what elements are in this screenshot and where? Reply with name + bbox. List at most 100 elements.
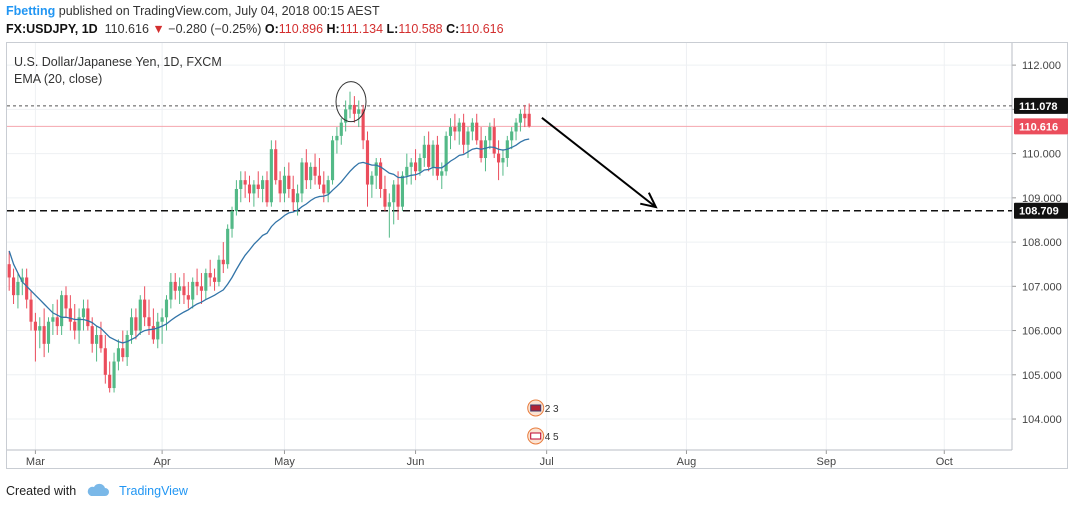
low-label: L: bbox=[386, 22, 399, 36]
candle-body bbox=[313, 166, 317, 176]
candle-body bbox=[20, 277, 24, 282]
ema-line bbox=[8, 138, 530, 344]
candle-body bbox=[357, 109, 361, 114]
candle-body bbox=[46, 321, 51, 344]
projection-arrow bbox=[541, 116, 657, 208]
resistance-price-badge-bg bbox=[1014, 97, 1068, 114]
y-tick-label: 105.000 bbox=[1022, 370, 1062, 382]
candle-body bbox=[330, 140, 335, 181]
candle-body bbox=[33, 321, 37, 331]
event-badge-label: 4 5 bbox=[545, 432, 559, 443]
candle-body bbox=[261, 180, 265, 189]
low-value: 110.588 bbox=[398, 22, 443, 36]
open-value: 110.896 bbox=[278, 22, 324, 36]
y-tick-label: 110.000 bbox=[1022, 149, 1061, 161]
candle-body bbox=[518, 113, 522, 123]
candle-body bbox=[121, 348, 125, 358]
author-link[interactable]: Fbetting bbox=[6, 4, 56, 18]
cloud-icon bbox=[86, 483, 110, 500]
candle-body bbox=[418, 158, 422, 172]
candle-body bbox=[322, 184, 326, 194]
candle-body bbox=[143, 299, 147, 318]
candle-body bbox=[348, 104, 352, 110]
candle-body bbox=[383, 188, 387, 207]
candle-body bbox=[501, 158, 505, 163]
x-tick-label: May bbox=[274, 456, 295, 468]
publish-info: published on TradingView.com, July 04, 2… bbox=[58, 4, 380, 18]
candle-body bbox=[134, 317, 138, 331]
candle-body bbox=[379, 162, 383, 189]
candle-body bbox=[387, 202, 391, 207]
candle-body bbox=[208, 273, 212, 278]
candle-body bbox=[405, 166, 409, 176]
candle-body bbox=[178, 286, 182, 291]
candle-body bbox=[16, 281, 20, 296]
resistance-price-badge: 111.078 bbox=[1019, 101, 1058, 113]
candle-body bbox=[81, 308, 86, 318]
x-tick-label: Sep bbox=[817, 456, 837, 468]
candle-body bbox=[427, 144, 431, 167]
y-tick-label: 112.000 bbox=[1022, 60, 1061, 72]
y-tick-label: 104.000 bbox=[1022, 414, 1062, 426]
candle-body bbox=[527, 113, 531, 127]
candle-body bbox=[42, 326, 46, 344]
support-price-badge-bg bbox=[1014, 202, 1068, 219]
close-label: C: bbox=[446, 22, 460, 36]
x-tick-label: Oct bbox=[936, 456, 953, 468]
candle-body bbox=[247, 184, 252, 194]
x-tick-label: Mar bbox=[26, 456, 45, 468]
candle-body bbox=[243, 180, 247, 185]
candle-body bbox=[195, 281, 199, 287]
candle-body bbox=[221, 259, 225, 265]
tradingview-logo-link[interactable]: TradingView bbox=[119, 483, 188, 498]
candle-body bbox=[370, 175, 374, 185]
candle-body bbox=[274, 149, 278, 181]
candle-body bbox=[51, 317, 55, 322]
candle-body bbox=[448, 127, 453, 136]
change-arrow-icon: ▼ bbox=[152, 22, 165, 36]
candle-body bbox=[147, 317, 151, 327]
event-badge-label: 2 3 bbox=[545, 404, 559, 415]
candle-body bbox=[68, 308, 72, 322]
candle-body bbox=[339, 122, 343, 136]
candle-body bbox=[38, 326, 42, 331]
candle-body bbox=[234, 188, 238, 212]
last-price: 110.616 bbox=[104, 22, 149, 36]
candle-body bbox=[326, 180, 330, 194]
x-tick-label: Apr bbox=[154, 456, 171, 468]
publish-header: Fbetting published on TradingView.com, J… bbox=[6, 3, 380, 20]
candle-body bbox=[457, 122, 461, 132]
indicator-legend[interactable]: EMA (20, close) bbox=[14, 72, 103, 86]
x-tick-label: Aug bbox=[677, 456, 697, 468]
projection-arrow-head bbox=[640, 192, 658, 209]
candle-body bbox=[296, 193, 300, 203]
chart-frame[interactable] bbox=[6, 42, 1068, 469]
candle-body bbox=[95, 334, 99, 344]
flag-icon bbox=[530, 432, 542, 440]
candle-body bbox=[440, 171, 444, 176]
candle-body bbox=[199, 286, 204, 291]
candle-body bbox=[335, 135, 339, 141]
quote-line: FX:USDJPY, 1D 110.616 ▼ −0.280 (−0.25%) … bbox=[6, 22, 504, 36]
change-value: −0.280 (−0.25%) bbox=[168, 22, 262, 36]
candle-body bbox=[252, 184, 256, 194]
candle-body bbox=[25, 277, 29, 300]
candle-body bbox=[475, 122, 479, 141]
candle-body bbox=[269, 149, 273, 203]
series-legend[interactable]: U.S. Dollar/Japanese Yen, 1D, FXCM bbox=[14, 55, 222, 69]
candle-body bbox=[365, 140, 370, 185]
candle-body bbox=[466, 131, 470, 145]
candle-body bbox=[204, 273, 208, 291]
created-with-label: Created with bbox=[6, 483, 77, 498]
last-price-badge-bg bbox=[1014, 118, 1068, 135]
candle-body bbox=[156, 321, 160, 340]
candle-body bbox=[7, 264, 11, 278]
close-value: 110.616 bbox=[459, 22, 504, 36]
candle-body bbox=[510, 131, 514, 141]
high-value: 111.134 bbox=[339, 22, 384, 36]
candle-body bbox=[514, 122, 518, 132]
y-tick-label: 107.000 bbox=[1022, 281, 1062, 293]
candle-body bbox=[453, 127, 457, 132]
candle-body bbox=[103, 348, 107, 375]
